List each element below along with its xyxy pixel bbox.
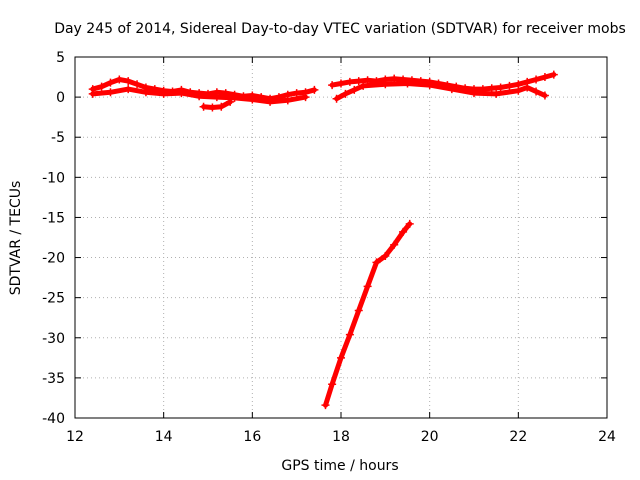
data-point bbox=[359, 81, 368, 90]
data-point bbox=[390, 74, 399, 83]
y-tick-label: 0 bbox=[56, 90, 65, 106]
data-point bbox=[505, 81, 514, 90]
x-tick-label: 20 bbox=[421, 429, 439, 445]
data-point bbox=[532, 87, 541, 96]
series-trace-dip bbox=[201, 99, 233, 110]
data-point bbox=[97, 82, 106, 91]
data-point bbox=[372, 258, 381, 267]
data-point bbox=[199, 102, 208, 111]
data-point bbox=[248, 95, 257, 104]
data-point bbox=[405, 219, 414, 228]
data-point bbox=[549, 70, 558, 79]
data-point bbox=[381, 251, 390, 260]
data-point bbox=[328, 81, 337, 90]
data-point bbox=[177, 89, 186, 98]
data-point bbox=[399, 227, 408, 236]
data-point bbox=[310, 85, 319, 94]
data-point bbox=[540, 91, 549, 100]
data-point bbox=[363, 282, 372, 291]
data-point bbox=[124, 77, 133, 86]
data-point bbox=[301, 93, 310, 102]
y-tick-label: -40 bbox=[42, 411, 65, 427]
x-tick-label: 22 bbox=[509, 429, 527, 445]
data-point bbox=[354, 77, 363, 86]
data-point bbox=[208, 103, 217, 112]
x-tick-label: 16 bbox=[243, 429, 261, 445]
data-point bbox=[88, 89, 97, 98]
data-point bbox=[106, 78, 115, 87]
x-tick-label: 14 bbox=[155, 429, 173, 445]
data-point bbox=[141, 88, 150, 97]
chart-title: Day 245 of 2014, Sidereal Day-to-day VTE… bbox=[54, 21, 626, 37]
x-tick-label: 12 bbox=[66, 429, 84, 445]
y-tick-label: -5 bbox=[51, 130, 65, 146]
data-point bbox=[514, 86, 523, 95]
data-point bbox=[403, 79, 412, 88]
data-point bbox=[341, 89, 350, 98]
y-axis-label: SDTVAR / TECUs bbox=[8, 181, 24, 296]
tick-labels: 12 14 16 18 20 22 24 5 0 -5 -10 -15 -20 -25 -30 -35 -40 bbox=[42, 50, 616, 445]
data-point bbox=[381, 80, 390, 89]
data-point bbox=[230, 93, 239, 102]
data-point bbox=[363, 76, 372, 85]
data-point bbox=[345, 330, 354, 339]
data-point bbox=[292, 89, 301, 98]
y-tick-label: -15 bbox=[42, 210, 65, 226]
data-point bbox=[487, 84, 496, 93]
y-tick-label: -35 bbox=[42, 371, 65, 387]
data-point bbox=[283, 96, 292, 105]
data-point bbox=[540, 73, 549, 82]
data-marks bbox=[88, 70, 558, 410]
x-tick-label: 18 bbox=[332, 429, 350, 445]
y-tick-label: -10 bbox=[42, 170, 65, 186]
y-tick-label: 5 bbox=[56, 50, 65, 66]
data-point bbox=[212, 93, 221, 102]
y-tick-label: -20 bbox=[42, 251, 65, 267]
data-point bbox=[266, 97, 275, 106]
y-tick-label: -25 bbox=[42, 291, 65, 307]
data-point bbox=[447, 85, 456, 94]
data-point bbox=[354, 306, 363, 315]
data-point bbox=[133, 80, 142, 89]
data-point bbox=[523, 83, 532, 92]
data-point bbox=[345, 77, 354, 86]
data-point bbox=[159, 89, 168, 98]
y-tick-label: -30 bbox=[42, 331, 65, 347]
data-point bbox=[425, 81, 434, 90]
x-tick-label: 24 bbox=[598, 429, 616, 445]
plot-frame bbox=[74, 56, 608, 419]
data-point bbox=[496, 83, 505, 92]
data-point bbox=[337, 79, 345, 88]
data-point bbox=[217, 102, 226, 111]
data-point bbox=[492, 89, 501, 98]
data-point bbox=[321, 401, 330, 410]
data-point bbox=[115, 75, 124, 84]
data-point bbox=[124, 85, 133, 94]
data-point bbox=[390, 240, 399, 249]
data-point bbox=[470, 89, 478, 98]
x-axis-label: GPS time / hours bbox=[281, 458, 398, 474]
data-point bbox=[106, 88, 115, 97]
data-point bbox=[350, 85, 359, 94]
data-point bbox=[332, 94, 341, 103]
data-point bbox=[337, 353, 345, 362]
data-point bbox=[328, 380, 337, 389]
data-point bbox=[532, 75, 541, 84]
data-point bbox=[226, 97, 235, 106]
data-point bbox=[195, 92, 204, 101]
